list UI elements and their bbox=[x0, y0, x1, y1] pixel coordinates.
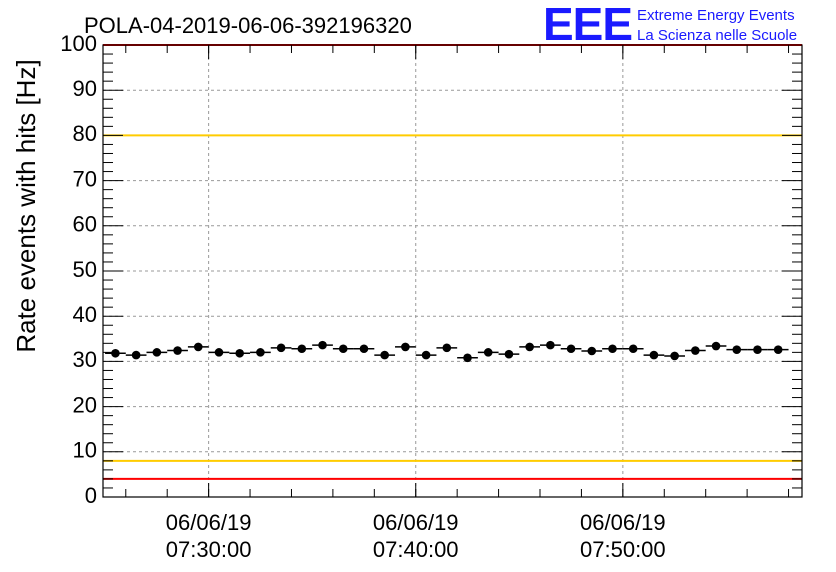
data-point bbox=[235, 348, 244, 358]
data-point bbox=[276, 343, 286, 353]
data-point bbox=[421, 350, 431, 360]
y-tick-label: 100 bbox=[60, 31, 97, 56]
grid bbox=[103, 45, 802, 497]
data-point bbox=[546, 340, 555, 350]
logo-line2: La Scienza nelle Scuole bbox=[637, 27, 797, 44]
y-tick-label: 70 bbox=[73, 166, 97, 191]
data-points bbox=[105, 340, 789, 363]
data-point bbox=[628, 344, 638, 354]
data-point bbox=[649, 350, 659, 360]
data-point bbox=[131, 350, 141, 360]
y-tick-label: 40 bbox=[73, 302, 97, 327]
data-point bbox=[463, 353, 472, 363]
data-point bbox=[442, 343, 452, 353]
logo-line1: Extreme Energy Events bbox=[637, 7, 795, 24]
y-tick-label: 20 bbox=[73, 392, 97, 417]
data-point bbox=[152, 348, 162, 357]
y-tick-label: 60 bbox=[73, 212, 97, 237]
y-tick-label: 90 bbox=[73, 76, 97, 101]
data-point bbox=[359, 344, 369, 354]
data-point bbox=[173, 346, 182, 355]
data-point bbox=[483, 348, 493, 357]
data-point bbox=[608, 344, 617, 354]
y-tick-label: 10 bbox=[73, 438, 97, 463]
x-tick-time: 07:30:00 bbox=[166, 537, 252, 562]
reference-lines bbox=[103, 44, 802, 480]
data-point bbox=[732, 345, 742, 354]
x-tick-time: 07:40:00 bbox=[373, 537, 459, 562]
data-point bbox=[773, 345, 783, 354]
data-point bbox=[587, 346, 597, 356]
data-point bbox=[691, 346, 700, 355]
y-axis-label: Rate events with hits [Hz] bbox=[11, 59, 41, 352]
x-tick-date: 06/06/19 bbox=[166, 510, 252, 535]
data-point bbox=[504, 349, 514, 359]
y-tick-label: 80 bbox=[73, 121, 97, 146]
data-point bbox=[566, 344, 576, 354]
x-tick-time: 07:50:00 bbox=[580, 537, 666, 562]
data-point bbox=[401, 342, 410, 352]
data-point bbox=[525, 342, 534, 352]
data-point bbox=[753, 345, 762, 354]
eee-logo: EEE Extreme Energy Events La Scienza nel… bbox=[543, 0, 797, 50]
data-point bbox=[193, 342, 203, 352]
x-tick-date: 06/06/19 bbox=[373, 510, 459, 535]
data-point bbox=[256, 348, 265, 357]
data-point bbox=[297, 344, 307, 354]
y-tick-label: 30 bbox=[73, 347, 97, 372]
y-tick-label: 50 bbox=[73, 257, 97, 282]
data-point bbox=[318, 340, 327, 350]
data-point bbox=[214, 348, 224, 357]
chart-title: POLA-04-2019-06-06-392196320 bbox=[84, 13, 412, 38]
data-point bbox=[670, 351, 679, 361]
x-axis-ticks: 06/06/1907:30:0006/06/1907:40:0006/06/19… bbox=[125, 45, 790, 562]
logo-acronym: EEE bbox=[543, 0, 632, 50]
data-point bbox=[111, 348, 120, 358]
x-tick-date: 06/06/19 bbox=[580, 510, 666, 535]
data-point bbox=[338, 344, 348, 354]
data-point bbox=[380, 350, 389, 360]
y-tick-label: 0 bbox=[85, 483, 97, 508]
data-point bbox=[711, 341, 721, 351]
y-axis-ticks: 0 10 20 30 40 50 60 70 80 90 100 bbox=[60, 31, 802, 508]
